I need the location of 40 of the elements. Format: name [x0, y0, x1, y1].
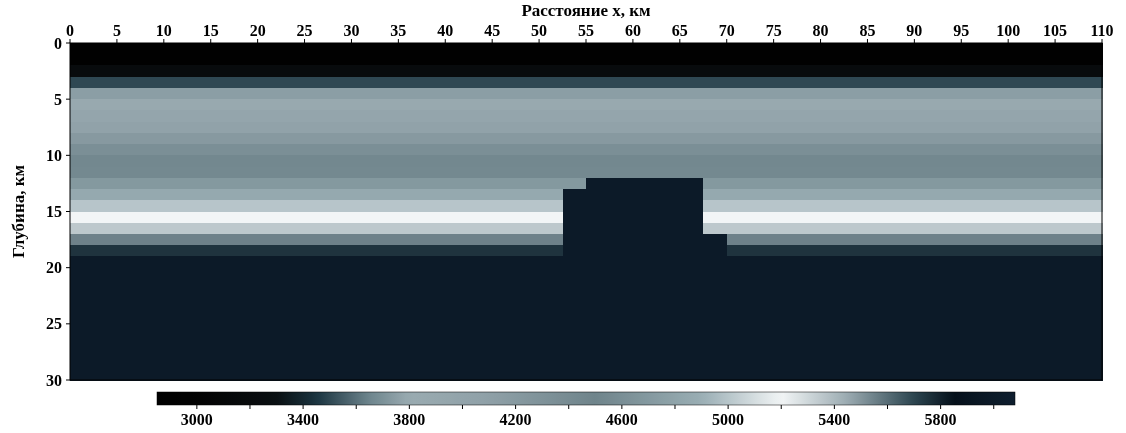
y-tick-label: 25	[46, 315, 62, 333]
x-tick-label: 70	[718, 22, 735, 39]
y-tick-label: 10	[46, 146, 62, 164]
x-tick-label: 65	[671, 22, 688, 39]
color-bar-label: 5400	[818, 411, 851, 428]
x-tick-label: 100	[996, 22, 1021, 39]
x-tick-label: 0	[66, 22, 74, 39]
x-tick-label: 25	[296, 22, 313, 39]
x-tick-label: 50	[531, 22, 548, 39]
x-tick-label: 60	[624, 22, 641, 39]
y-tick-label: 20	[46, 259, 62, 277]
x-tick-label: 110	[1090, 22, 1114, 39]
x-tick-label: 10	[155, 22, 172, 39]
color-bar-label: 3000	[180, 411, 213, 428]
x-tick-label: 90	[906, 22, 923, 39]
color-bar-label: 4600	[605, 411, 638, 428]
color-bar-label: 3800	[393, 411, 426, 428]
color-bar-label: 4200	[499, 411, 532, 428]
color-bar-label: 3400	[287, 411, 320, 428]
x-tick-label: 55	[578, 22, 594, 39]
color-bar-label: 5000	[712, 411, 745, 428]
x-tick-label: 45	[484, 22, 501, 39]
y-tick-label: 0	[54, 34, 62, 52]
y-tick-label: 5	[54, 90, 62, 108]
x-tick-label: 105	[1043, 22, 1068, 39]
y-axis-title: Глубина, км	[9, 164, 28, 259]
x-tick-label: 80	[812, 22, 829, 39]
x-tick-label: 75	[765, 22, 782, 39]
x-tick-label: 35	[390, 22, 407, 39]
x-tick-label: 95	[953, 22, 970, 39]
x-tick-label: 85	[859, 22, 876, 39]
y-tick-label: 15	[46, 203, 62, 221]
color-bar-label: 5800	[924, 411, 957, 428]
x-tick-label: 5	[112, 22, 121, 39]
x-axis-title: Расстояние x, км	[521, 1, 652, 20]
y-tick-label: 30	[46, 371, 62, 389]
x-tick-label: 15	[202, 22, 219, 39]
x-tick-label: 20	[249, 22, 266, 39]
x-tick-label: 40	[437, 22, 454, 39]
x-tick-label: 30	[343, 22, 360, 39]
